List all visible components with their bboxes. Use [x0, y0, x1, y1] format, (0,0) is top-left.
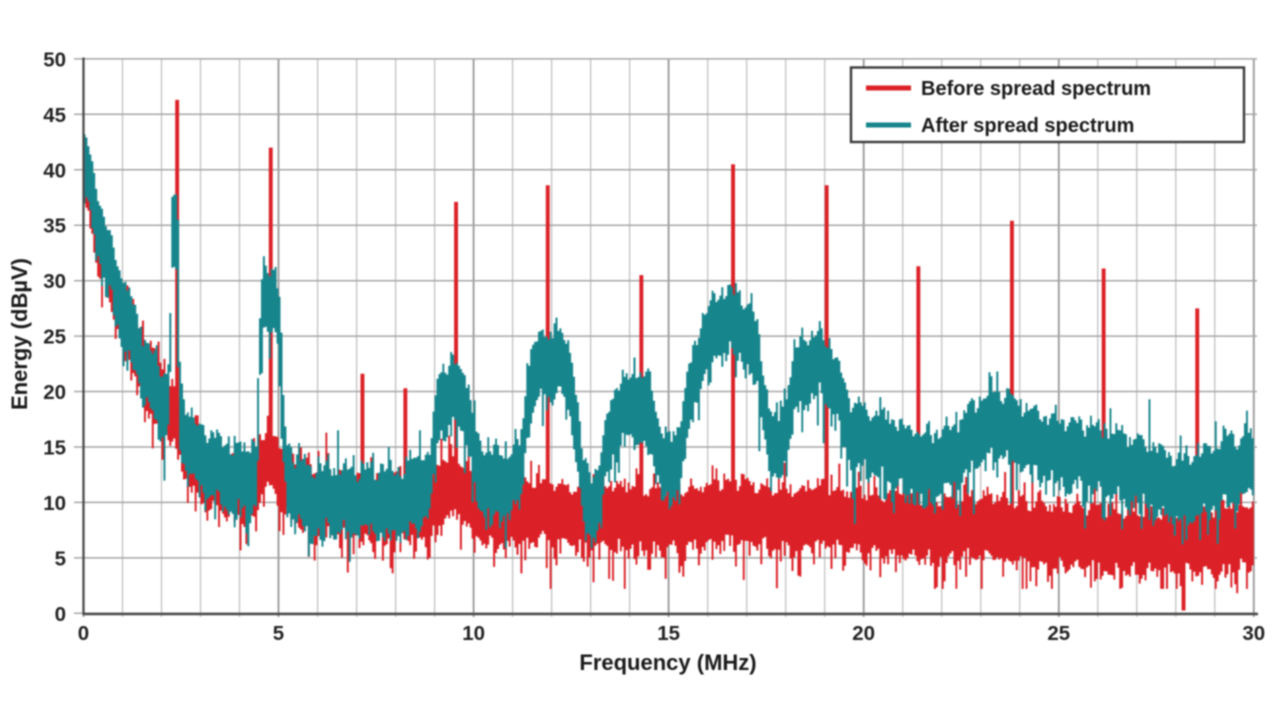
svg-text:After spread spectrum: After spread spectrum [921, 115, 1134, 137]
svg-text:20: 20 [43, 381, 66, 404]
svg-text:0: 0 [78, 622, 89, 645]
svg-text:40: 40 [43, 159, 66, 182]
svg-text:5: 5 [55, 547, 66, 570]
svg-text:Before spread spectrum: Before spread spectrum [921, 78, 1151, 100]
svg-text:0: 0 [55, 603, 66, 626]
svg-text:25: 25 [43, 326, 66, 349]
svg-text:5: 5 [273, 622, 284, 645]
svg-text:30: 30 [43, 270, 66, 293]
svg-text:35: 35 [43, 215, 66, 238]
svg-text:25: 25 [1047, 622, 1070, 645]
svg-text:20: 20 [852, 622, 875, 645]
svg-text:Energy (dBµV): Energy (dBµV) [7, 258, 32, 410]
svg-text:30: 30 [1242, 622, 1265, 645]
svg-text:10: 10 [462, 622, 485, 645]
svg-text:15: 15 [657, 622, 680, 645]
svg-text:45: 45 [43, 104, 66, 127]
svg-text:10: 10 [43, 492, 66, 515]
svg-text:50: 50 [43, 48, 66, 71]
svg-text:15: 15 [43, 437, 66, 460]
svg-text:Frequency (MHz): Frequency (MHz) [579, 650, 756, 675]
